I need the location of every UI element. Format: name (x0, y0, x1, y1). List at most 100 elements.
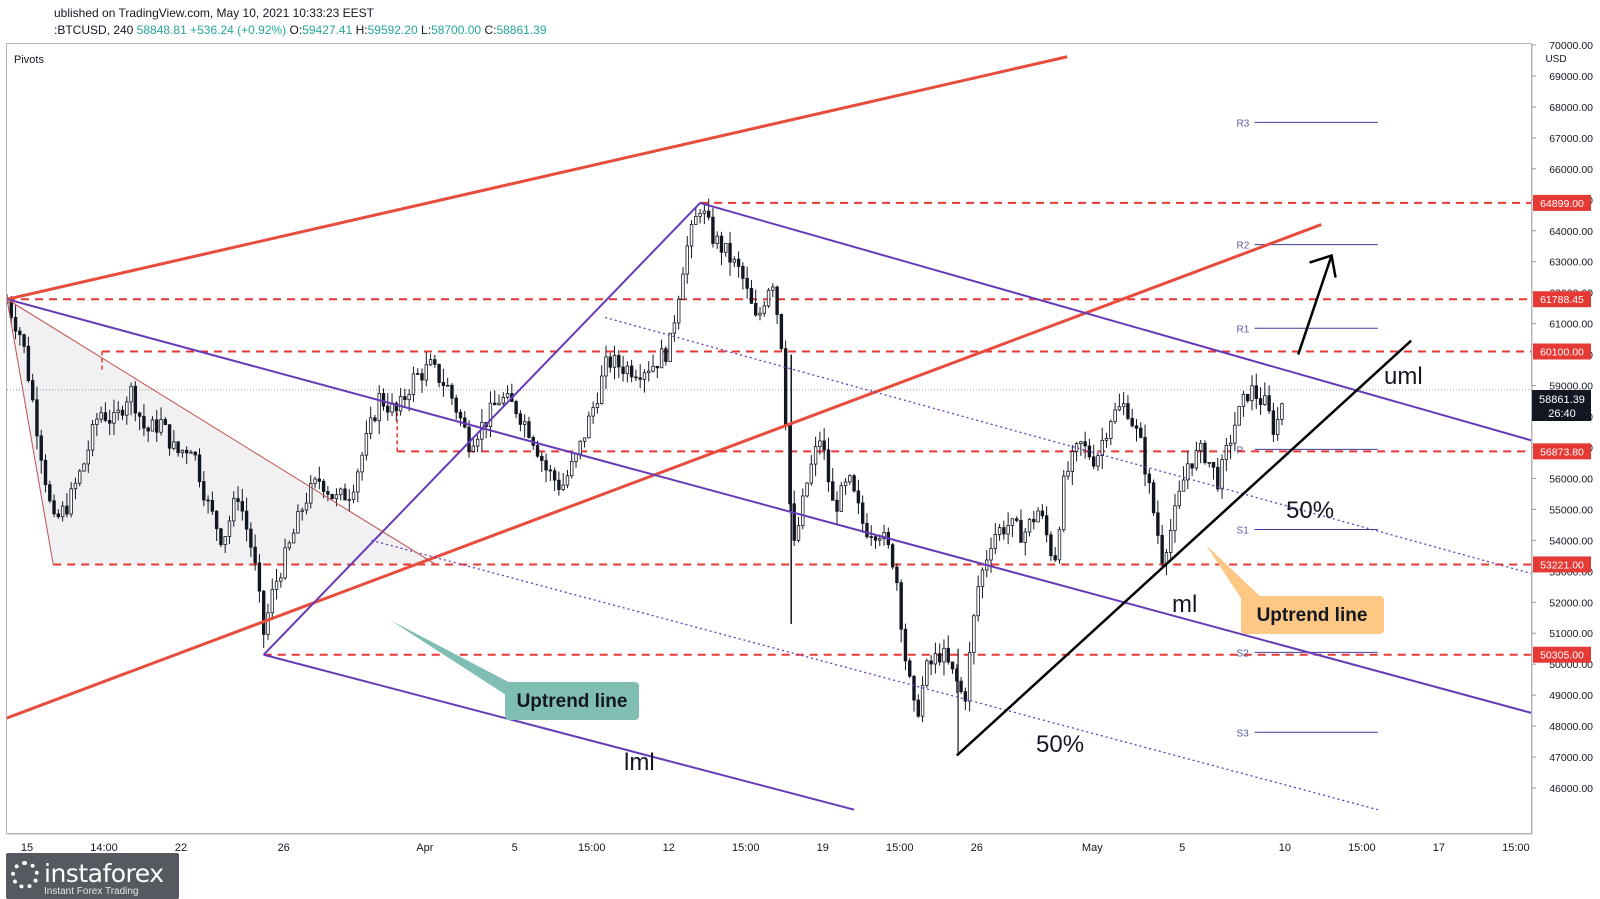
candle-body (1198, 442, 1203, 452)
close-value: 58861.39 (496, 23, 547, 37)
logo-tagline: Instant Forex Trading (44, 886, 139, 897)
trend-line-lml[interactable] (263, 653, 855, 811)
candle-body (48, 484, 52, 502)
trend-line-uptrend-line[interactable] (955, 339, 1412, 757)
upper-50pct-label: 50% (1286, 497, 1334, 524)
price-tick-label: 49000.00 (1549, 690, 1593, 702)
trend-line-triangle-upper[interactable] (7, 298, 436, 565)
candle-body (283, 547, 287, 579)
candle-body (848, 475, 852, 483)
symbol[interactable]: :BTCUSD, 240 (54, 23, 134, 37)
candle-body (266, 612, 270, 635)
candle-body (155, 419, 159, 433)
candle-body (1104, 438, 1109, 441)
candle-body (783, 348, 788, 427)
candle-body (617, 354, 621, 368)
candle-body (775, 286, 779, 315)
candle-body (557, 479, 561, 490)
indicator-label[interactable]: Pivots (14, 54, 44, 66)
trend-line-lower-red-channel[interactable] (2, 223, 1322, 720)
open-label: O: (289, 23, 303, 37)
candle-body (835, 499, 839, 512)
currency-label: USD (1545, 54, 1566, 65)
candle-body (1113, 409, 1117, 422)
candle-body (125, 401, 129, 416)
candle-body (903, 628, 908, 662)
candle-body (471, 445, 476, 452)
trend-line-uml[interactable] (699, 201, 1534, 442)
time-tick-label: 15:00 (732, 842, 760, 854)
level-badge-text: 53221.00 (1540, 559, 1584, 571)
candle-body (672, 322, 677, 334)
candle-body (60, 505, 65, 518)
candle-body (762, 305, 766, 314)
candle-body (1027, 518, 1032, 533)
published-line: ublished on TradingView.com, May 10, 202… (54, 6, 374, 20)
lower-50pct-label: 50% (1036, 731, 1084, 758)
candle-body (441, 382, 446, 386)
candle-body (1091, 456, 1096, 467)
candle-body (933, 653, 938, 665)
candle-body (1002, 527, 1006, 535)
candle-body (1006, 525, 1010, 535)
price-tick-label: 64000.00 (1549, 226, 1593, 238)
pivot-label-s2: S2 (1237, 648, 1250, 659)
candle-body (1233, 424, 1237, 444)
candle-body (240, 501, 245, 512)
candle-body (505, 393, 510, 398)
candle-body (86, 449, 90, 465)
candle-body (1177, 490, 1181, 507)
trend-line-ml[interactable] (7, 298, 1534, 714)
candle-body (1147, 473, 1152, 484)
candle-body (1280, 403, 1284, 420)
level-badge-text: 56873.80 (1540, 446, 1584, 458)
candle-body (159, 419, 163, 433)
candle-body (236, 498, 240, 502)
candle-body (514, 401, 518, 415)
candle-body (1014, 518, 1019, 521)
candle-body (967, 652, 972, 702)
callout-green: Uptrend line (390, 620, 639, 720)
candle-body (638, 377, 642, 380)
candle-body (899, 582, 903, 630)
candle-body (681, 273, 685, 300)
pivot-label-p: P (1237, 445, 1244, 456)
time-tick-label: 17 (1433, 842, 1445, 854)
candles (7, 198, 1284, 754)
candle-body (39, 435, 43, 461)
trend-line-upper-50pct[interactable] (604, 316, 1534, 575)
trend-line-upper-red-channel[interactable] (7, 55, 1068, 301)
candle-body (287, 542, 292, 549)
candle-body (1194, 450, 1199, 469)
pivot-label-r2: R2 (1237, 241, 1250, 252)
time-tick-label: 10 (1279, 842, 1291, 854)
candle-body (1164, 552, 1169, 564)
time-tick-label: 15:00 (1502, 842, 1530, 854)
lml-label: lml (624, 749, 655, 776)
candle-body (458, 411, 463, 419)
candle-body (1032, 518, 1036, 523)
pivot-label-s1: S1 (1237, 525, 1250, 536)
candle-body (758, 312, 762, 316)
level-badge-text: 50305.00 (1540, 650, 1584, 662)
candle-body (522, 421, 527, 425)
candle-body (839, 485, 843, 512)
candle-body (1156, 512, 1160, 536)
candle-body (950, 661, 955, 670)
trend-line-triangle-left[interactable] (7, 299, 54, 565)
candle-body (73, 482, 78, 490)
candle-body (351, 491, 356, 500)
candle-body (1083, 441, 1087, 447)
candle-body (860, 502, 865, 524)
candle-body (176, 441, 180, 454)
trend-line-lower-50pct[interactable] (371, 539, 1378, 811)
candle-body (420, 373, 424, 381)
candle-body (745, 277, 749, 289)
candle-body (82, 463, 86, 472)
candle-body (1066, 470, 1070, 477)
low-label: L: (421, 23, 432, 37)
candle-body (1275, 418, 1280, 435)
candle-body (1053, 555, 1057, 561)
candle-body (1040, 510, 1045, 517)
